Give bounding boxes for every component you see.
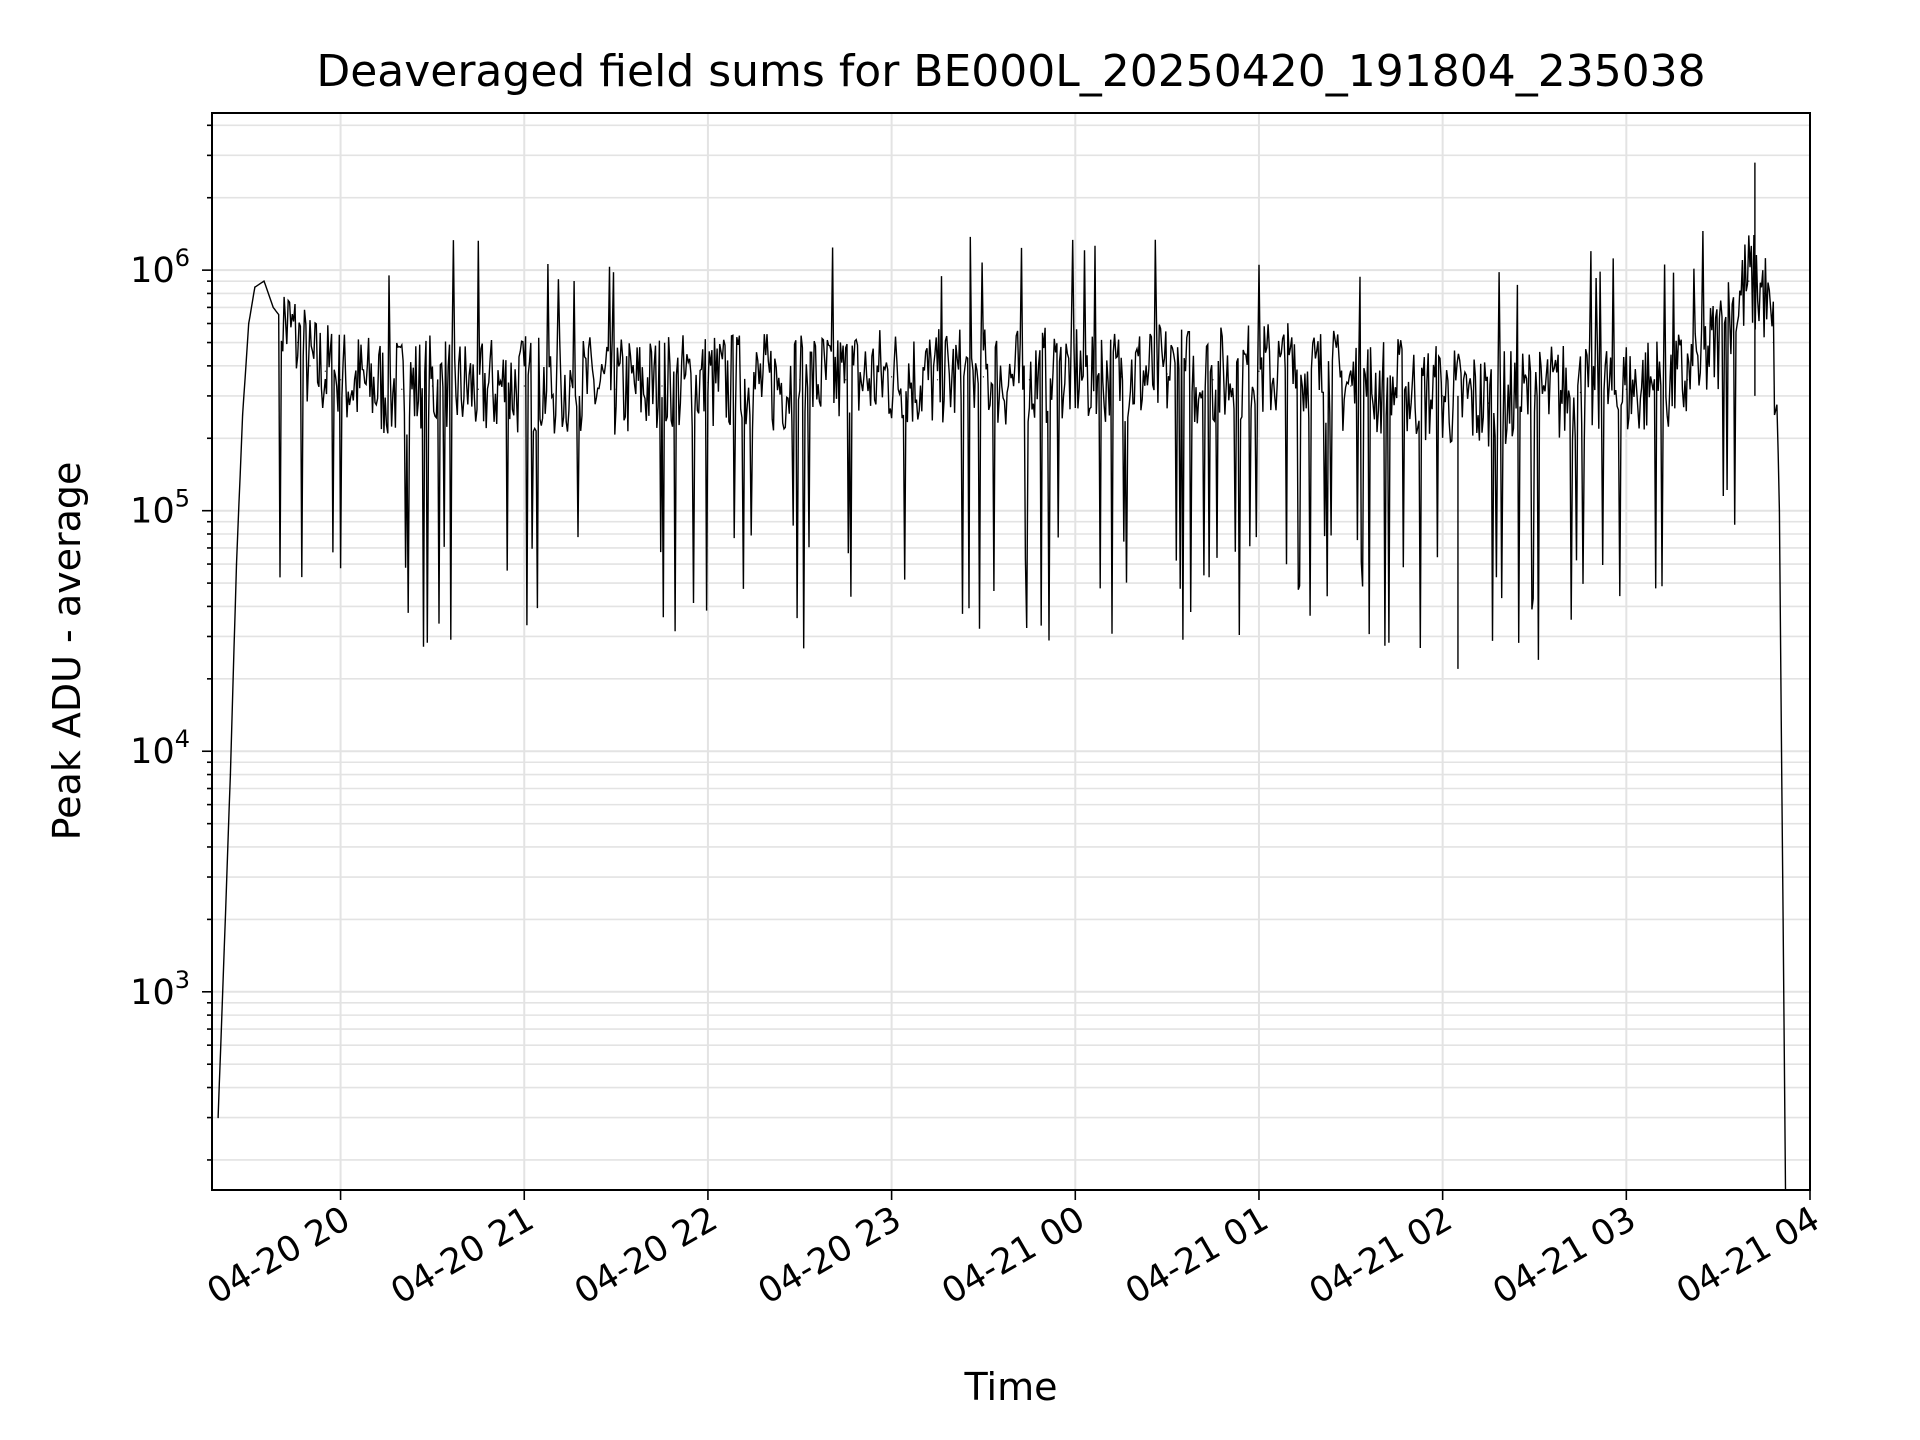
x-tick-label: 04-21 01 [1119, 1199, 1275, 1312]
x-tick-label: 04-20 20 [201, 1199, 357, 1312]
x-tick-label: 04-21 03 [1487, 1199, 1643, 1312]
plot-frame [211, 112, 1811, 1191]
x-tick-label: 04-21 04 [1670, 1199, 1826, 1312]
data-point [1120, 376, 1122, 378]
data-point [661, 385, 663, 387]
data-point [284, 322, 287, 325]
data-point [1442, 395, 1444, 397]
data-point [1028, 379, 1030, 381]
y-tick-label: 104 [130, 725, 190, 772]
y-tick-exponent: 3 [175, 966, 190, 994]
data-point [523, 385, 525, 387]
data-point [1772, 341, 1774, 344]
data-point [1212, 379, 1214, 381]
y-tick-base: 10 [130, 492, 175, 532]
data-point [272, 306, 274, 308]
y-tick-base: 10 [130, 732, 175, 772]
data-point [263, 280, 265, 282]
data-point [753, 385, 755, 387]
data-point [235, 563, 238, 565]
x-tick-label: 04-20 23 [752, 1199, 908, 1312]
data-point [1717, 341, 1719, 344]
x-tick-label: 04-20 21 [384, 1199, 540, 1312]
chart-title: Deaveraged field sums for BE000L_2025042… [316, 46, 1705, 97]
data-point [1258, 370, 1260, 372]
data-point [1350, 385, 1352, 387]
data-point [982, 376, 985, 378]
data-point [297, 341, 299, 344]
data-point [1488, 402, 1490, 404]
data-point [254, 286, 256, 288]
series-group [217, 162, 1787, 1191]
x-axis-label: Time [964, 1365, 1058, 1409]
data-point [1625, 388, 1627, 390]
data-point [1074, 370, 1076, 372]
y-tick-exponent: 5 [175, 485, 190, 513]
data-point [401, 388, 403, 390]
y-tick-exponent: 4 [175, 725, 190, 753]
data-point [1579, 391, 1581, 394]
data-point [1763, 292, 1765, 294]
data-point [370, 385, 372, 387]
data-point [1778, 510, 1780, 512]
data-point [1748, 280, 1750, 282]
grid-lines [212, 113, 1811, 1190]
x-tick-label: 04-20 22 [568, 1199, 724, 1312]
data-point [242, 414, 244, 416]
data-point [229, 774, 231, 776]
data-point [324, 370, 326, 372]
y-tick-base: 10 [130, 973, 175, 1013]
data-point [477, 388, 479, 390]
data-point [569, 385, 571, 387]
data-point [1533, 395, 1536, 397]
y-tick-label: 103 [130, 966, 190, 1013]
data-point [1304, 373, 1306, 375]
x-tick-label: 04-21 00 [935, 1199, 1091, 1312]
data-point [431, 385, 433, 387]
data-point [248, 322, 250, 325]
y-axis-label: Peak ADU - average [45, 462, 89, 841]
x-ticks: 04-20 20 04-20 21 04-20 22 04-20 23 04-21 00… [201, 1190, 1827, 1312]
y-tick-label: 106 [130, 244, 190, 291]
data-point [1166, 373, 1168, 375]
data-point [223, 948, 225, 951]
data-point [799, 379, 801, 381]
data-point [891, 376, 893, 378]
data-point [936, 379, 939, 381]
data-point [309, 365, 311, 367]
data-point [707, 382, 709, 384]
data-point [217, 1117, 219, 1119]
series-line [217, 230, 1787, 1191]
y-tick-base: 10 [130, 251, 175, 291]
data-point [615, 388, 617, 390]
data-point [1686, 379, 1689, 381]
data-point [845, 379, 847, 381]
data-point [1396, 388, 1398, 390]
y-tick-label: 105 [130, 485, 190, 532]
data-point [340, 379, 342, 381]
y-tick-exponent: 6 [175, 244, 190, 272]
data-point [1656, 385, 1658, 387]
x-tick-label: 04-21 02 [1303, 1199, 1459, 1312]
